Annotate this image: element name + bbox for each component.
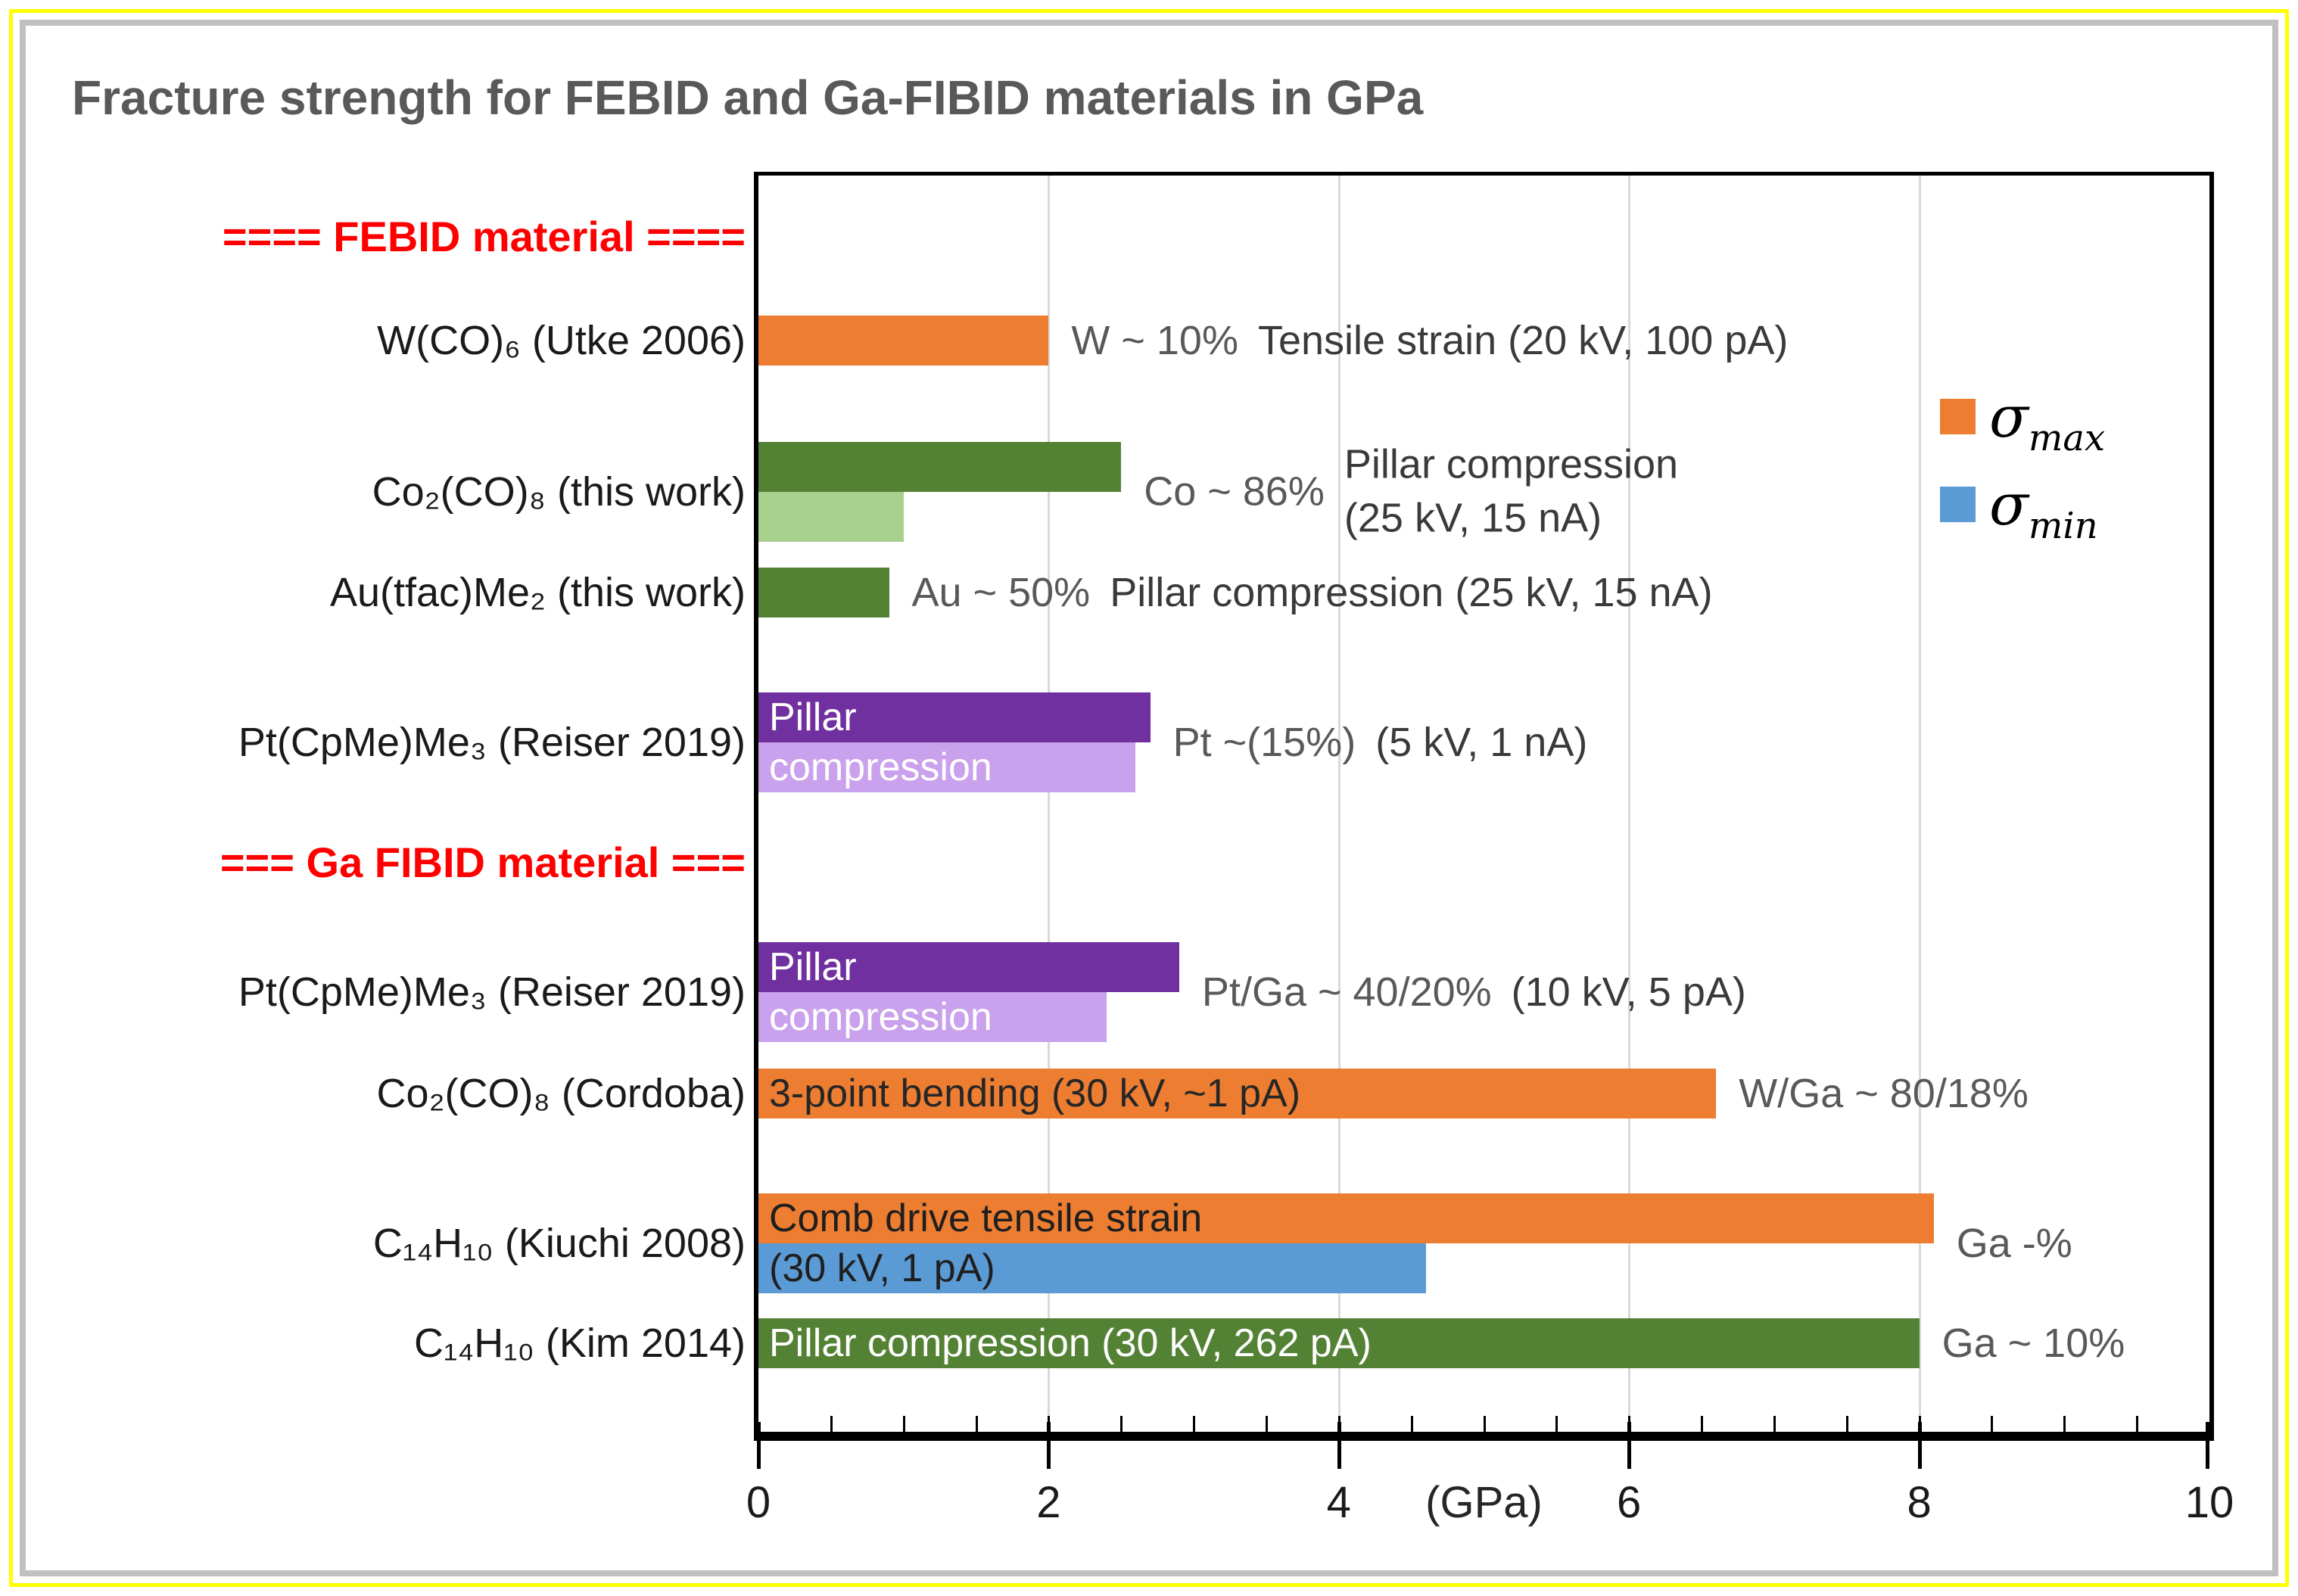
x-minor-tick	[1701, 1416, 1704, 1432]
x-minor-tick	[2063, 1416, 2066, 1432]
bar-min: compression	[758, 992, 1107, 1042]
bar-max	[758, 568, 889, 618]
annotation: Pt/Ga ~ 40/20%	[1201, 969, 1492, 1015]
legend-item-sigma-max: σmax	[1940, 388, 2105, 460]
legend-label: σmin	[1989, 476, 2098, 548]
x-minor-tick	[1991, 1416, 1994, 1432]
x-tick-label-8: 8	[1907, 1478, 1932, 1527]
row-annotations: Au ~ 50% Pillar compression (25 kV, 15 nA…	[912, 569, 1713, 616]
x-major-tick-0	[757, 1422, 761, 1469]
category-label: Pt(CpMe)Me₃ (Reiser 2019)	[238, 720, 746, 765]
annotation: Co ~ 86%	[1144, 469, 1325, 515]
annotation: W/Ga ~ 80/18%	[1739, 1071, 2029, 1116]
sigma-symbol: σ	[1989, 471, 2029, 538]
bar-min	[758, 492, 904, 542]
legend-label: σmax	[1989, 388, 2105, 460]
bar-min: compression	[758, 742, 1136, 792]
annotation: (10 kV, 5 pA)	[1511, 969, 1746, 1015]
chart-title: Fracture strength for FEBID and Ga-FIBID…	[72, 70, 1424, 125]
bar-max: 3-point bending (30 kV, ~1 pA)	[758, 1069, 1717, 1118]
bar-max	[758, 316, 1049, 366]
x-minor-tick	[1845, 1416, 1848, 1432]
bar-max: Comb drive tensile strain	[758, 1193, 1934, 1243]
bar-max: Pillar	[758, 692, 1151, 742]
x-tick-label-6: 6	[1617, 1478, 1642, 1527]
category-label: C₁₄H₁₀ (Kim 2014)	[414, 1321, 746, 1366]
x-minor-tick	[975, 1416, 978, 1432]
x-axis-unit: (GPa)	[1425, 1478, 1543, 1527]
bar-inner-label: Pillar	[769, 695, 857, 739]
x-minor-tick	[1120, 1416, 1123, 1432]
x-major-tick-4	[1337, 1422, 1341, 1469]
gridline-2	[1048, 176, 1051, 1432]
x-tick-label-2: 2	[1036, 1478, 1061, 1527]
sigma-symbol: σ	[1989, 383, 2029, 450]
sigma-subscript: min	[2028, 505, 2098, 547]
x-minor-tick	[902, 1416, 905, 1432]
row-annotations: W/Ga ~ 80/18%	[1739, 1070, 2029, 1117]
annotation: (5 kV, 1 nA)	[1375, 720, 1588, 765]
sigma-max-swatch-icon	[1940, 399, 1976, 434]
legend: σmax σmin	[1940, 388, 2105, 564]
x-minor-tick	[1265, 1416, 1268, 1432]
x-tick-label-10: 10	[2184, 1478, 2234, 1527]
x-major-tick-8	[1917, 1422, 1922, 1469]
bar-max: Pillar	[758, 942, 1179, 992]
bar-min: (30 kV, 1 pA)	[758, 1243, 1426, 1293]
plot-area: W ~ 10% Tensile strain (20 kV, 100 pA) Co …	[754, 172, 2214, 1469]
bar-inner-label: 3-point bending (30 kV, ~1 pA)	[769, 1072, 1301, 1115]
row-annotations: W ~ 10% Tensile strain (20 kV, 100 pA)	[1071, 317, 1788, 364]
section-header: === Ga FIBID material ===	[220, 838, 746, 886]
bar-inner-label: Pillar	[769, 945, 857, 989]
sigma-min-swatch-icon	[1940, 487, 1976, 522]
section-header: ==== FEBID material ====	[222, 213, 746, 260]
bar-max	[758, 442, 1122, 492]
annotation: Ga ~ 10%	[1941, 1321, 2125, 1366]
x-minor-tick	[1773, 1416, 1776, 1432]
x-minor-tick	[830, 1416, 833, 1432]
x-major-tick-6	[1627, 1422, 1632, 1469]
x-tick-label-4: 4	[1326, 1478, 1351, 1527]
annotation: Au ~ 50%	[911, 570, 1091, 615]
x-tick-label-0: 0	[746, 1478, 771, 1527]
bar-inner-label: Comb drive tensile strain	[769, 1196, 1203, 1240]
x-minor-tick	[1193, 1416, 1196, 1432]
category-label: Pt(CpMe)Me₃ (Reiser 2019)	[238, 969, 746, 1015]
gridline-8	[1918, 176, 1921, 1432]
row-annotations: Pt ~(15%) (5 kV, 1 nA)	[1173, 719, 1588, 766]
bar-inner-label: Pillar compression (30 kV, 262 pA)	[769, 1321, 1372, 1365]
annotation: Pillar compression (25 kV, 15 nA)	[1344, 438, 1678, 546]
bar-inner-label: compression	[769, 745, 992, 789]
category-label: Co₂(CO)₈ (Cordoba)	[376, 1071, 746, 1116]
gridline-6	[1628, 176, 1631, 1432]
category-label: C₁₄H₁₀ (Kiuchi 2008)	[372, 1221, 746, 1266]
x-minor-tick	[1483, 1416, 1486, 1432]
annotation: Ga -%	[1956, 1221, 2072, 1266]
legend-item-sigma-min: σmin	[1940, 476, 2105, 548]
bar-inner-label: (30 kV, 1 pA)	[769, 1246, 995, 1290]
annotation: Tensile strain (20 kV, 100 pA)	[1257, 318, 1789, 363]
annotation: Pt ~(15%)	[1172, 720, 1356, 765]
gridline-4	[1337, 176, 1340, 1432]
x-minor-tick	[1410, 1416, 1413, 1432]
category-label: Au(tfac)Me₂ (this work)	[329, 570, 746, 615]
x-minor-tick	[2136, 1416, 2139, 1432]
annotation-line: Pillar compression	[1344, 441, 1679, 487]
bar-max: Pillar compression (30 kV, 262 pA)	[758, 1318, 1920, 1368]
annotation-line: (25 kV, 15 nA)	[1344, 496, 1602, 541]
row-annotations: Ga -%	[1957, 1220, 2072, 1267]
x-minor-tick	[1555, 1416, 1558, 1432]
annotation: Pillar compression (25 kV, 15 nA)	[1110, 570, 1713, 615]
x-major-tick-10	[2206, 1422, 2209, 1469]
row-annotations: Ga ~ 10%	[1942, 1320, 2125, 1367]
bar-inner-label: compression	[769, 995, 992, 1039]
x-major-tick-2	[1047, 1422, 1051, 1469]
category-label: Co₂(CO)₈ (this work)	[372, 469, 746, 515]
sigma-subscript: max	[2028, 417, 2106, 459]
annotation: W ~ 10%	[1071, 318, 1238, 363]
category-label: W(CO)₆ (Utke 2006)	[377, 318, 746, 363]
row-annotations: Pt/Ga ~ 40/20% (10 kV, 5 pA)	[1202, 969, 1746, 1016]
row-annotations: Co ~ 86% Pillar compression (25 kV, 15 nA)	[1144, 438, 1678, 546]
